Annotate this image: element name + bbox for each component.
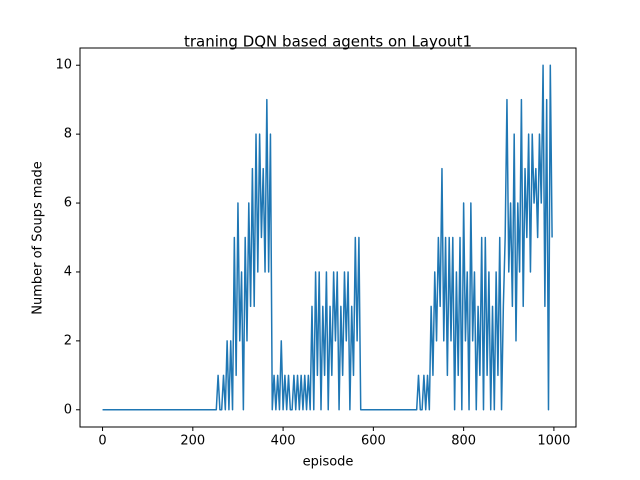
y-tick-label: 10 — [55, 58, 72, 73]
axes-frame — [79, 47, 577, 428]
chart-title: traning DQN based agents on Layout1 — [184, 33, 472, 51]
y-tick-label: 2 — [64, 333, 72, 348]
x-axis-label: episode — [303, 455, 354, 470]
x-tick-label: 800 — [451, 434, 476, 449]
x-tick-label: 200 — [180, 434, 205, 449]
x-tick-label: 1000 — [537, 434, 570, 449]
x-tick-label: 600 — [361, 434, 386, 449]
y-axis-label: Number of Soups made — [31, 161, 46, 315]
x-tick-label: 0 — [98, 434, 106, 449]
y-tick-label: 0 — [64, 402, 72, 417]
data-line — [102, 64, 553, 411]
x-tick-label: 400 — [271, 434, 296, 449]
y-tick-label: 8 — [64, 127, 72, 142]
y-tick-label: 4 — [64, 264, 72, 279]
y-tick-label: 6 — [64, 196, 72, 211]
